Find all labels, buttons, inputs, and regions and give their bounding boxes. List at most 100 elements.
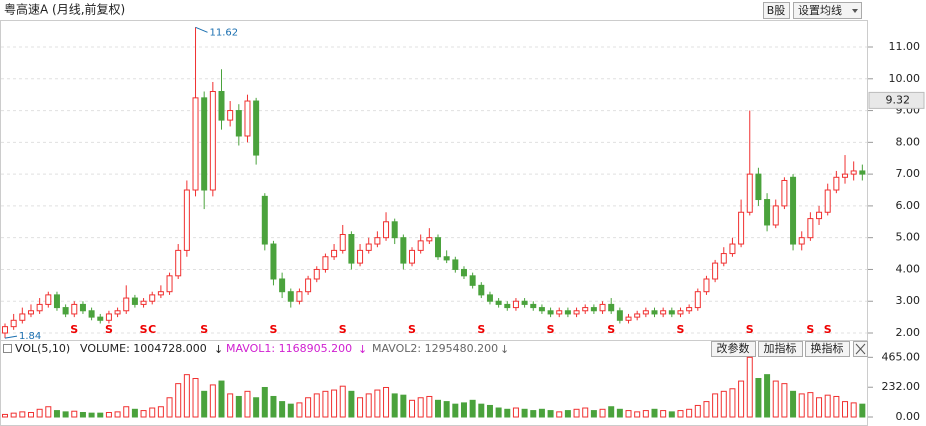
volume-bar <box>348 390 355 418</box>
candle-body <box>495 300 502 305</box>
volume-bar <box>547 410 554 418</box>
button[interactable] <box>793 2 862 19</box>
event-marker: S <box>339 323 347 336</box>
candle-body <box>512 300 519 309</box>
volume-bar <box>279 401 286 418</box>
volume-bar <box>175 383 182 418</box>
button[interactable] <box>711 341 756 357</box>
volume-bar <box>625 410 632 418</box>
candle-body <box>279 278 286 293</box>
candle-body <box>105 313 112 321</box>
candle-body <box>807 218 814 239</box>
volume-bar <box>599 408 606 418</box>
candle-body <box>192 97 199 191</box>
button-label[interactable]: 换指标 <box>811 341 844 355</box>
volume-bar <box>140 410 147 418</box>
volume-bar <box>105 412 112 418</box>
candle-body <box>764 199 771 226</box>
button[interactable] <box>805 341 850 357</box>
volume-bar <box>88 412 95 418</box>
candle-body <box>201 97 208 191</box>
button[interactable] <box>763 2 790 19</box>
candle-body <box>45 294 52 305</box>
volume-bar <box>218 380 225 418</box>
volume-bar <box>166 397 173 418</box>
candle-body <box>538 307 545 312</box>
volume-bar <box>435 399 441 418</box>
volume-bar <box>486 404 493 418</box>
volume-bar <box>790 390 797 418</box>
checkbox[interactable] <box>3 344 12 353</box>
volume-bar <box>339 385 346 418</box>
button-label[interactable]: 设置均线 <box>798 3 842 17</box>
candle-body <box>157 291 164 296</box>
candle-body <box>261 195 268 245</box>
button-label[interactable]: 加指标 <box>764 341 797 355</box>
candle-body <box>790 176 797 245</box>
volume-bar <box>590 410 597 418</box>
candle-body <box>10 319 17 328</box>
candle-body <box>443 256 450 261</box>
event-marker: S <box>547 323 555 336</box>
volume-bar <box>391 393 398 418</box>
candle-body <box>824 189 831 213</box>
volume-bar <box>816 397 823 418</box>
volume-bar <box>712 393 719 418</box>
y-tick-label: 5.00 <box>896 231 921 244</box>
volume-bar <box>694 404 701 418</box>
candle-body <box>616 310 623 321</box>
volume-bar <box>564 410 571 418</box>
volume-bar <box>504 408 511 418</box>
volume-bar <box>582 407 589 418</box>
candle-body <box>573 310 580 315</box>
volume-bar <box>677 410 684 418</box>
volume-bar <box>253 397 260 418</box>
event-marker: S <box>824 323 832 336</box>
volume-bar <box>114 411 121 418</box>
event-marker: S <box>806 323 814 336</box>
volume-bar <box>764 374 771 418</box>
candle-body <box>686 307 693 312</box>
volume-bar <box>460 402 467 418</box>
event-marker: S <box>105 323 113 336</box>
volume-bar <box>2 413 8 418</box>
button[interactable] <box>758 341 803 357</box>
y-tick-label: 4.00 <box>896 262 921 275</box>
candle-body <box>2 326 8 334</box>
volume-bar <box>530 410 537 418</box>
candle-body <box>547 310 554 315</box>
volume-bar <box>495 407 502 418</box>
event-marker: S <box>269 323 277 336</box>
volume-bar <box>192 378 199 418</box>
candle-body <box>305 278 312 293</box>
candle-body <box>816 211 823 220</box>
candle-body <box>746 173 753 213</box>
y-tick-label: 2.00 <box>896 326 921 339</box>
y-tick-label: 232.00 <box>882 380 921 393</box>
candle-body <box>357 249 364 264</box>
candle-body <box>642 310 649 315</box>
volume-bar <box>772 380 779 418</box>
candle-body <box>738 211 745 245</box>
candle-body <box>504 303 511 309</box>
volume-bar <box>10 412 17 418</box>
y-tick-label: 8.00 <box>896 135 921 148</box>
volume-bar <box>807 392 814 418</box>
volume-bar <box>123 406 130 418</box>
candle-body <box>582 307 589 312</box>
candle-body <box>486 294 493 302</box>
event-marker: S <box>746 323 754 336</box>
volume-bar <box>443 401 450 418</box>
volume-bar <box>703 401 710 418</box>
event-marker: S <box>477 323 485 336</box>
candle-body <box>36 303 43 312</box>
candle-body <box>833 176 840 191</box>
y-tick-label: 7.00 <box>896 167 921 180</box>
volume-bar <box>521 408 528 418</box>
button-label[interactable]: B股 <box>767 4 786 17</box>
volume-bar <box>227 393 234 418</box>
button-label[interactable]: 改参数 <box>717 341 750 355</box>
min-label: 1.84 <box>19 331 41 342</box>
volume-bar <box>365 393 372 418</box>
y-tick-label: 0.00 <box>896 410 921 423</box>
